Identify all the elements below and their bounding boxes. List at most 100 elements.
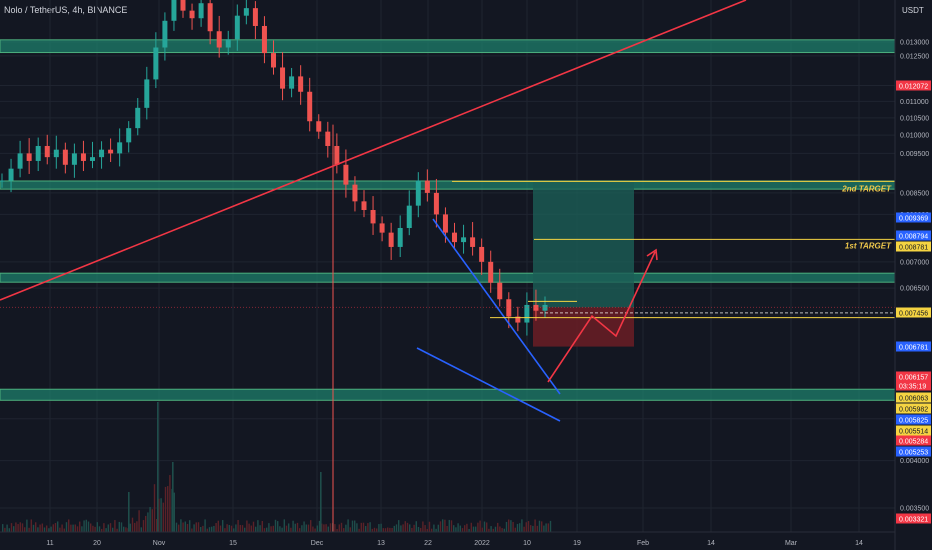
time-tick-label: 2022 [474, 540, 490, 547]
volume-bar [46, 525, 48, 532]
volume-bar [382, 528, 384, 532]
volume-bar [450, 520, 453, 532]
candle-body [433, 192, 439, 215]
candle-body [352, 184, 358, 202]
volume-bar [431, 528, 433, 532]
volume-bar [400, 525, 402, 532]
price-tag [896, 212, 931, 223]
candle-body [234, 15, 240, 40]
volume-bar [356, 523, 358, 532]
candle-body [108, 149, 114, 154]
volume-bar [195, 522, 197, 532]
time-tick-label: 14 [855, 540, 863, 547]
volume-bar [169, 475, 171, 532]
volume-bar [499, 526, 501, 532]
volume-bar [360, 522, 362, 532]
volume-bar [483, 521, 486, 532]
volume-bar [439, 521, 442, 532]
volume-bar [288, 523, 290, 532]
volume-bar [523, 526, 525, 532]
volume-bar [343, 528, 345, 532]
volume-bar [244, 527, 246, 532]
volume-bar [241, 525, 244, 532]
projection-arrow-head [646, 248, 658, 261]
volume-bar [145, 515, 147, 532]
candle-body [307, 91, 313, 122]
volume-bar [39, 524, 41, 532]
volume-bar [279, 526, 281, 532]
candle-body [533, 304, 539, 311]
volume-bar [296, 522, 299, 532]
volume-bar [235, 524, 237, 532]
volume-bar [519, 523, 521, 532]
price-tag-text: 0.012072 [899, 84, 928, 91]
volume-bar [151, 509, 153, 532]
volume-bar [501, 528, 503, 532]
volume-bar [74, 524, 76, 532]
candle-body [379, 223, 385, 233]
volume-bar [549, 520, 552, 532]
volume-bar [428, 521, 431, 532]
price-tag [896, 341, 931, 352]
candle-body [325, 131, 331, 146]
volume-bar [189, 520, 191, 532]
volume-bar [70, 524, 72, 532]
volume-bar [545, 523, 547, 532]
candle-body [515, 316, 521, 323]
candle-body [62, 149, 68, 165]
volume-bar [446, 525, 448, 532]
volume-bar [365, 526, 367, 532]
volume-bar [285, 525, 288, 532]
candle-body [542, 304, 548, 311]
volume-bar [409, 524, 411, 532]
volume-bar [149, 507, 151, 532]
volume-bar [252, 521, 255, 532]
volume-bar [307, 524, 310, 532]
volume-bar [305, 524, 307, 532]
volume-bar [435, 528, 437, 532]
price-tick-label: 0.012500 [900, 53, 929, 60]
volume-bar [516, 523, 519, 532]
volume-bar [277, 521, 279, 532]
volume-bar [334, 524, 336, 532]
volume-bar [90, 523, 92, 532]
candle-body [479, 246, 485, 262]
candle-body [171, 0, 177, 21]
volume-bar [527, 521, 530, 532]
price-tag-text: 0.005253 [899, 450, 928, 457]
volume-bar [153, 484, 156, 532]
volume-bar [30, 519, 32, 532]
volume-bar [10, 523, 13, 532]
volume-bar [43, 527, 46, 532]
volume-bar [202, 525, 204, 532]
volume-bar [28, 527, 30, 532]
volume-bar [35, 522, 37, 532]
volume-bar [68, 519, 70, 532]
candle-body [216, 31, 222, 48]
volume-bar [433, 524, 435, 532]
price-tag-text: 0.006063 [899, 396, 928, 403]
price-tag [896, 435, 931, 446]
volume-bar [536, 525, 538, 532]
volume-bar [486, 522, 488, 532]
candle-body [99, 149, 105, 158]
volume-bar [98, 526, 101, 532]
volume-bar [208, 527, 211, 532]
candle-body [461, 237, 467, 243]
volume-bar [172, 462, 174, 532]
price-tick-label: 0.006500 [900, 286, 929, 293]
volume-bar [92, 525, 94, 532]
volume-bar [52, 524, 54, 532]
volume-bar [19, 522, 21, 532]
volume-bar [128, 492, 130, 532]
volume-bar [494, 526, 497, 532]
wedge-lower-line [416, 347, 561, 422]
candle-body [198, 3, 204, 19]
volume-bar [283, 519, 285, 532]
volume-bar [101, 528, 103, 532]
volume-bar [120, 522, 123, 532]
candle-body [271, 53, 276, 68]
volume-bar [162, 502, 164, 532]
volume-bar [472, 526, 475, 532]
